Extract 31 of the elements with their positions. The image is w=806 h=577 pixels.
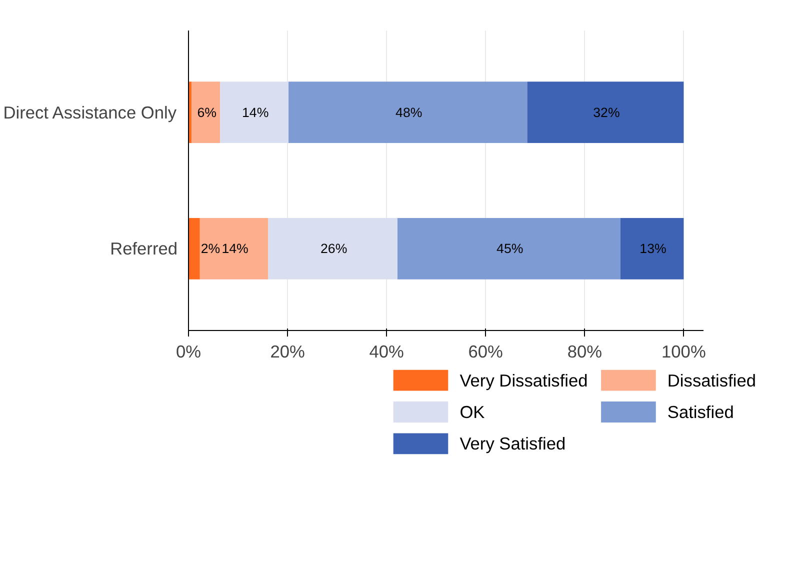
bar	[620, 218, 684, 280]
bar	[268, 218, 398, 280]
legend-label: Very Satisfied	[460, 434, 566, 454]
legend-label: Satisfied	[667, 402, 734, 422]
x-tick-label: 20%	[270, 342, 305, 362]
bar	[188, 218, 200, 280]
x-tick-label: 60%	[468, 342, 503, 362]
data-label: 14%	[222, 241, 249, 256]
data-label: 2%	[200, 241, 220, 256]
bar	[397, 218, 620, 280]
x-tick-label: 0%	[176, 342, 202, 362]
bar	[288, 82, 528, 143]
data-label: 45%	[496, 241, 524, 256]
data-label: 26%	[320, 241, 348, 256]
legend-label: OK	[460, 402, 486, 422]
bar	[527, 82, 684, 143]
x-tick-label: 80%	[567, 342, 602, 362]
data-label: 14%	[242, 104, 269, 120]
legend-label: Very Dissatisfied	[460, 370, 588, 390]
x-tick-label: 40%	[369, 342, 404, 362]
y-tick-label: Referred	[110, 238, 178, 259]
legend-label: Dissatisfied	[667, 370, 756, 390]
data-label: 32%	[593, 104, 620, 120]
y-tick-label: Direct Assistance Only	[3, 102, 177, 122]
x-tick-label: 100%	[662, 342, 706, 362]
bar	[220, 82, 289, 143]
bar	[200, 218, 268, 280]
data-label: 48%	[396, 104, 422, 120]
data-label: 13%	[640, 241, 666, 256]
bar	[191, 82, 220, 143]
data-label: 6%	[197, 104, 217, 120]
